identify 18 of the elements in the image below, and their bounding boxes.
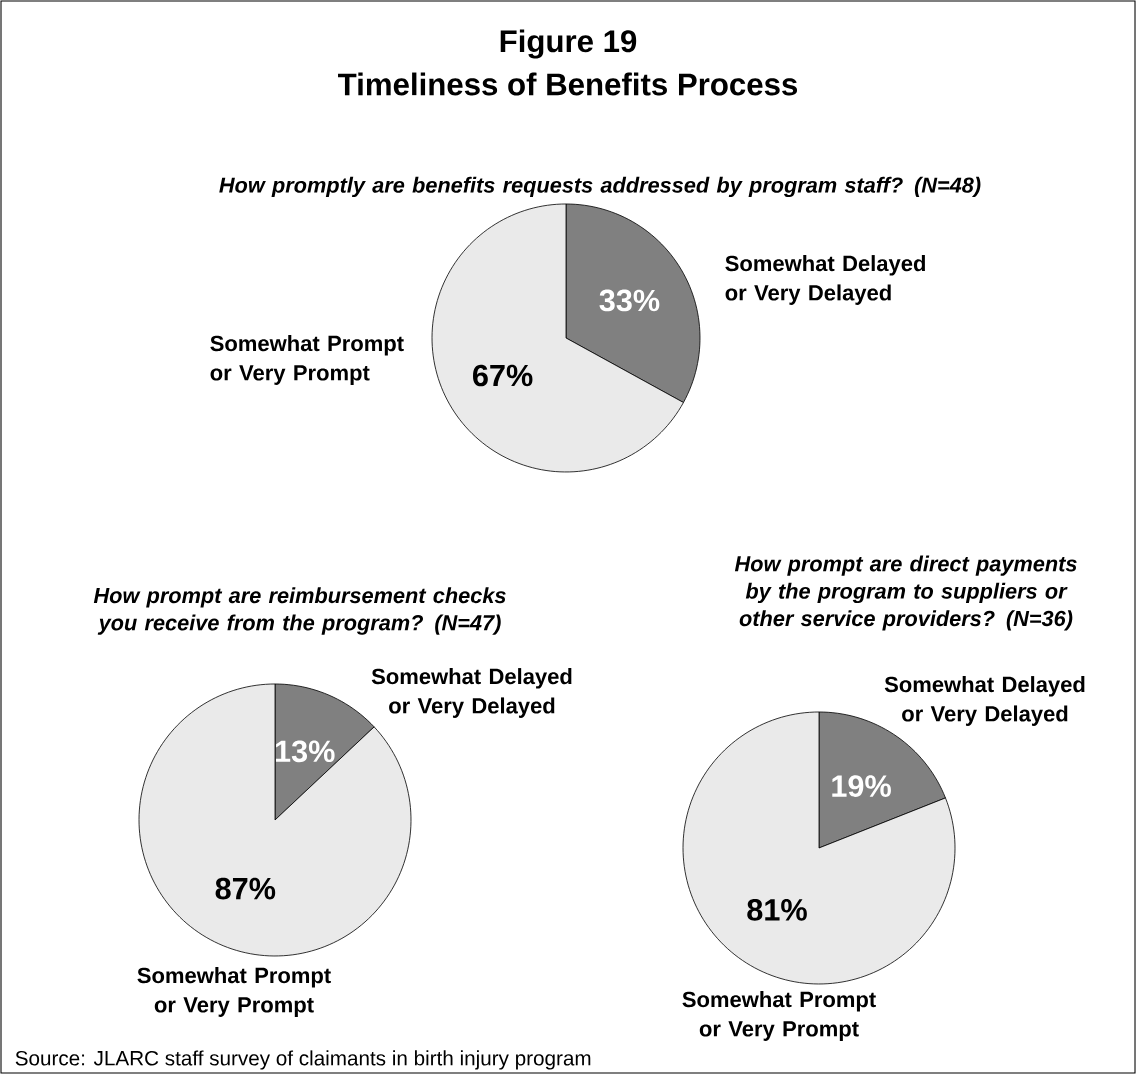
slice-label: Somewhat Prompt or Very Prompt	[682, 991, 876, 1041]
slice-label: Somewhat Prompt or Very Prompt	[137, 967, 331, 1017]
data-label: 13%	[275, 740, 335, 763]
chart-title: How prompt are direct payments by the program to suppliers or other service providers? (N=36)	[734, 555, 1077, 631]
chart-title: How prompt are reimbursement checks you receive from the program? (N=47)	[93, 587, 506, 635]
source-note: Source: JLARC staff survey of claimants in birth injury program	[15, 1050, 591, 1070]
text: Timeliness of Benefits Process	[338, 72, 798, 96]
data-label: 81%	[747, 899, 807, 921]
text: Figure 19	[500, 29, 637, 59]
slice-label: Somewhat Delayed or Very Delayed	[884, 676, 1085, 726]
data-label: 19%	[832, 775, 891, 797]
chart-title: How promptly are benefits requests addressed by program staff? (N=48)	[219, 176, 981, 198]
data-label: 67%	[473, 364, 533, 387]
slice-label: Somewhat Delayed or Very Delayed	[371, 668, 572, 718]
data-label: 33%	[599, 289, 660, 312]
slice-label: Somewhat Prompt or Very Prompt	[210, 335, 404, 385]
data-label: 87%	[215, 877, 276, 900]
slice-label: Somewhat Delayed or Very Delayed	[725, 255, 925, 305]
